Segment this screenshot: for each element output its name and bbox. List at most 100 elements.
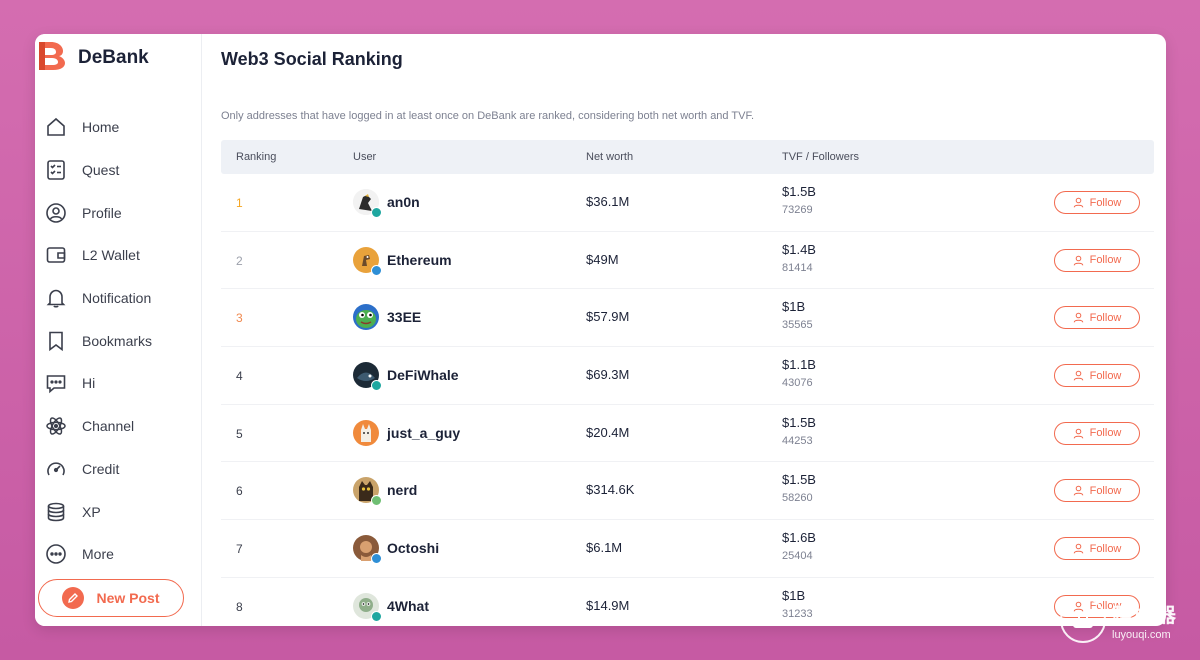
follow-button[interactable]: Follow <box>1054 421 1140 445</box>
brand-name: DeBank <box>78 47 149 68</box>
follow-label: Follow <box>1089 484 1122 497</box>
follow-button[interactable]: Follow <box>1054 306 1140 330</box>
user-name[interactable]: 4What <box>387 597 429 614</box>
tvf-cell: $1.5B 44253 <box>782 415 816 447</box>
page-title: Web3 Social Ranking <box>221 49 403 69</box>
column-header-ranking: Ranking <box>236 151 277 163</box>
table-row[interactable]: 8 4What $14.9M $1B 31233 Follow <box>221 578 1154 626</box>
net-worth-value: $57.9M <box>586 309 630 325</box>
user-cell[interactable]: DeFiWhale <box>353 362 459 392</box>
followers-count: 81414 <box>782 261 813 274</box>
avatar[interactable] <box>353 304 379 331</box>
sidebar-item-label: Quest <box>82 162 120 179</box>
column-header-tvf-followers: TVF / Followers <box>782 151 860 163</box>
tvf-cell: $1B 35565 <box>782 299 813 331</box>
avatar[interactable] <box>353 535 382 565</box>
user-name[interactable]: Octoshi <box>387 540 440 557</box>
user-name[interactable]: DeFiWhale <box>387 367 459 384</box>
table-row[interactable]: 5 just_a_guy $20.4M $1.5B 44253 Follow <box>221 405 1154 463</box>
followers-count: 43076 <box>782 377 813 390</box>
pencil-icon <box>62 587 85 609</box>
sidebar-item-l2-wallet[interactable]: L2 Wallet <box>35 234 201 277</box>
sidebar-item-bookmarks[interactable]: Bookmarks <box>35 319 201 362</box>
user-icon <box>1073 313 1083 323</box>
sidebar-item-channel[interactable]: Channel <box>35 405 201 448</box>
followers-count: 73269 <box>782 204 813 216</box>
table-row[interactable]: 3 33EE $57.9M $1B 35565 Follow <box>221 289 1154 348</box>
followers-count: 58260 <box>782 492 813 505</box>
user-cell[interactable]: an0n <box>353 189 420 218</box>
sidebar-item-more[interactable]: More <box>35 533 201 576</box>
watermark-en: luyouqi.com <box>1112 629 1171 641</box>
user-name[interactable]: an0n <box>387 194 420 210</box>
follow-label: Follow <box>1089 311 1122 324</box>
user-icon <box>1073 197 1083 208</box>
follow-button[interactable]: Follow <box>1054 479 1140 503</box>
sidebar-item-notification[interactable]: Notification <box>35 277 201 320</box>
sidebar-item-label: Home <box>82 119 120 136</box>
tvf-cell: $1.1B 43076 <box>782 357 816 389</box>
follow-button[interactable]: Follow <box>1054 537 1140 561</box>
user-name[interactable]: Ethereum <box>387 251 452 268</box>
follow-button[interactable]: Follow <box>1054 191 1140 214</box>
user-cell[interactable]: just_a_guy <box>353 419 461 446</box>
avatar[interactable] <box>353 592 382 622</box>
user-cell[interactable]: nerd <box>353 477 418 507</box>
sidebar-item-label: L2 Wallet <box>82 247 140 264</box>
watermark-text: 路由器 luyouqi.com <box>1112 599 1178 641</box>
table-row[interactable]: 4 DeFiWhale $69.3M $1.1B 43076 Follow <box>221 347 1154 405</box>
follow-button[interactable]: Follow <box>1054 364 1140 388</box>
table-row[interactable]: 2 Ethereum $49M $1.4B 81414 Follow <box>221 232 1154 290</box>
new-post-button[interactable]: New Post <box>38 579 184 617</box>
user-name[interactable]: nerd <box>387 482 418 499</box>
sidebar-item-home[interactable]: Home <box>35 106 201 149</box>
table-row[interactable]: 7 Octoshi $6.1M $1.6B 25404 Follow <box>221 520 1154 578</box>
sidebar-item-xp[interactable]: XP <box>35 490 201 533</box>
followers-count: 44253 <box>782 434 813 447</box>
debank-logo-icon <box>39 41 65 75</box>
user-cell[interactable]: 33EE <box>353 304 422 331</box>
tvf-value: $1.4B <box>782 241 816 257</box>
bookmark-icon <box>45 330 67 352</box>
tvf-value: $1.5B <box>782 184 816 199</box>
tvf-cell: $1.4B 81414 <box>782 242 816 274</box>
user-icon <box>1073 486 1083 496</box>
table-row[interactable]: 6 nerd $314.6K $1.5B 58260 Follow <box>221 462 1154 521</box>
avatar[interactable] <box>353 419 379 446</box>
avatar[interactable] <box>353 477 382 507</box>
sidebar-item-profile[interactable]: Profile <box>35 191 201 234</box>
user-cell[interactable]: Octoshi <box>353 535 440 565</box>
tvf-value: $1B <box>782 587 806 603</box>
avatar[interactable] <box>353 189 382 218</box>
more-icon <box>45 543 67 565</box>
net-worth-value: $36.1M <box>586 194 630 209</box>
user-icon <box>1073 428 1083 439</box>
table-row[interactable]: 1 an0n $36.1M $1.5B 73269 Follow <box>221 174 1154 232</box>
sidebar: DeBank Home Quest Profile <box>35 34 202 626</box>
verified-badge-icon <box>371 264 382 276</box>
tvf-value: $1B <box>782 299 806 315</box>
avatar[interactable] <box>353 362 382 392</box>
bell-icon <box>45 287 67 309</box>
user-name[interactable]: just_a_guy <box>387 424 461 441</box>
follow-label: Follow <box>1089 369 1122 382</box>
follow-button[interactable]: Follow <box>1054 248 1140 272</box>
sidebar-item-quest[interactable]: Quest <box>35 149 201 192</box>
column-header-user: User <box>353 151 377 163</box>
verified-badge-icon <box>371 495 382 507</box>
brand[interactable]: DeBank <box>39 41 149 75</box>
sidebar-item-credit[interactable]: Credit <box>35 448 201 491</box>
rank-number: 2 <box>236 253 243 268</box>
user-cell[interactable]: Ethereum <box>353 246 452 276</box>
atom-icon <box>45 415 67 437</box>
follow-label: Follow <box>1089 542 1122 555</box>
sidebar-item-hi[interactable]: Hi <box>35 362 201 405</box>
tvf-value: $1.5B <box>782 472 816 488</box>
avatar[interactable] <box>353 246 382 276</box>
user-name[interactable]: 33EE <box>387 309 422 326</box>
user-cell[interactable]: 4What <box>353 592 429 622</box>
main-content: Web3 Social Ranking Only addresses that … <box>221 34 1154 626</box>
follow-label: Follow <box>1089 427 1122 440</box>
user-icon <box>1073 255 1083 266</box>
tvf-cell: $1.6B 25404 <box>782 530 816 562</box>
